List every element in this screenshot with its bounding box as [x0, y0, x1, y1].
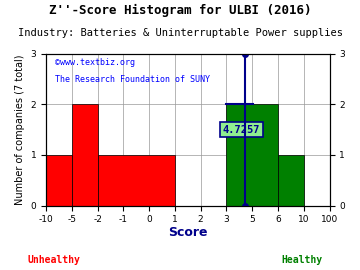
Bar [46, 155, 72, 206]
Text: ©www.textbiz.org: ©www.textbiz.org [54, 58, 135, 67]
Text: Unhealthy: Unhealthy [28, 255, 80, 265]
Text: Healthy: Healthy [282, 255, 323, 265]
X-axis label: Score: Score [168, 226, 207, 239]
Bar [98, 155, 175, 206]
Bar [226, 104, 278, 206]
Text: Z''-Score Histogram for ULBI (2016): Z''-Score Histogram for ULBI (2016) [49, 4, 311, 17]
Bar [72, 104, 98, 206]
Text: 4.7257: 4.7257 [222, 125, 260, 135]
Text: The Research Foundation of SUNY: The Research Foundation of SUNY [54, 75, 210, 84]
Bar [278, 155, 304, 206]
Text: Industry: Batteries & Uninterruptable Power supplies: Industry: Batteries & Uninterruptable Po… [18, 28, 342, 38]
Y-axis label: Number of companies (7 total): Number of companies (7 total) [15, 54, 25, 205]
